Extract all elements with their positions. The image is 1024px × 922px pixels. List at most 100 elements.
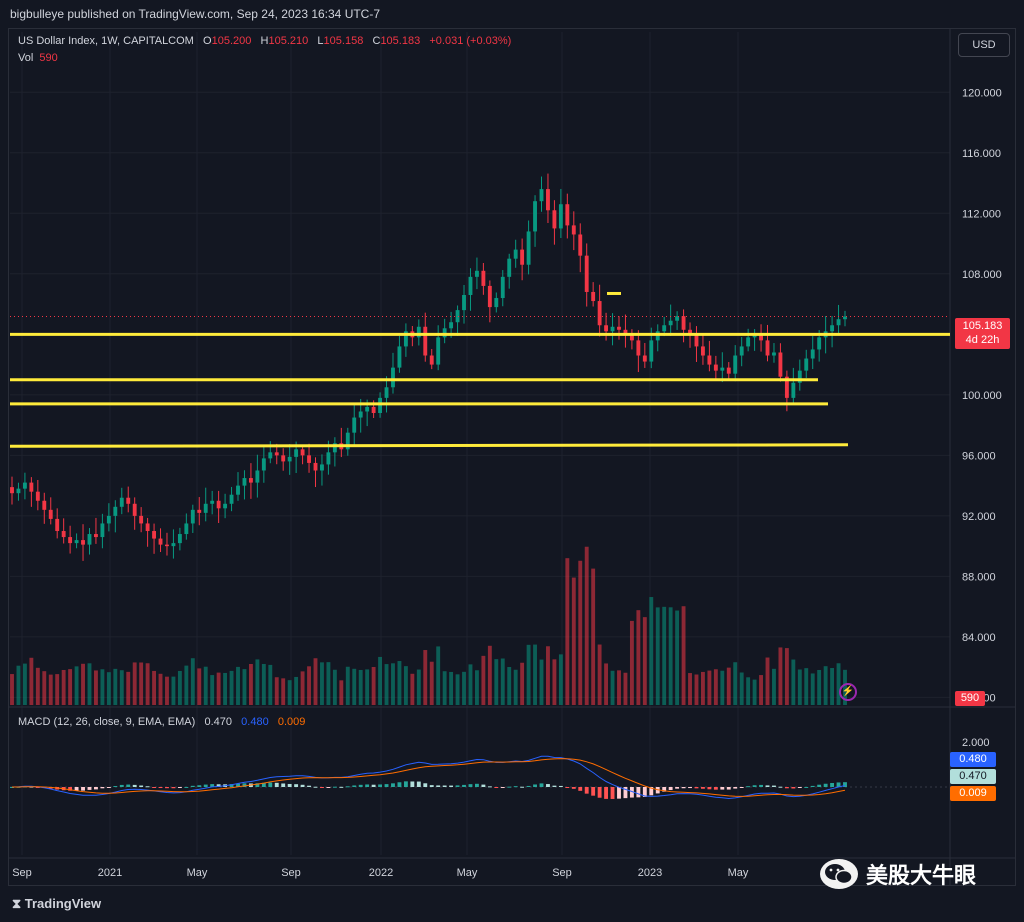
macd-histogram-bar [184,786,189,788]
open-label: O [203,35,212,47]
volume-bar [610,670,615,705]
candle-body [688,329,692,335]
candle-body [468,276,473,295]
macd-histogram-bar [429,785,434,787]
candle-body [352,417,357,433]
volume-bar [358,669,363,705]
macd-histogram-bar [688,787,692,789]
candle-body [784,376,789,398]
last-price: 105.183 [962,320,1003,332]
candle-body [126,497,131,504]
volume-bar [759,675,763,705]
tradingview-logo[interactable]: ⧗ TradingView [12,896,101,912]
candle-body [604,325,609,332]
volume-bar [294,676,299,705]
macd-histogram-bar [371,784,376,787]
volume-bar [558,654,563,705]
candle-body [139,515,144,524]
candle-body [843,316,847,320]
candle-body [739,346,744,356]
macd-histogram-bar [384,784,389,787]
candle-body [584,255,589,292]
macd-signal-value: 0.009 [277,716,306,728]
macd-histogram-bar [539,783,544,787]
volume-bar [823,666,828,705]
low-label: L [317,35,324,47]
volume-bar [462,671,466,705]
vol-label: Vol [18,52,34,64]
macd-histogram-bar [397,782,402,787]
candle-body [81,540,85,545]
candle-body [416,326,421,338]
volume-bar [681,606,686,705]
macd-histogram-bar [171,787,176,789]
candle-body [442,328,447,338]
macd-label: MACD (12, 26, close, 9, EMA, EMA) [18,716,196,728]
candle-body [830,325,835,332]
volume-bar [830,668,835,705]
macd-histogram-bar [152,787,156,788]
macd-histogram-bar [158,787,163,788]
wechat-icon-svg [825,864,853,885]
macd-histogram-bar [132,784,137,787]
candle-body [29,482,34,492]
volume-bar [507,667,512,705]
volume-bar [707,670,712,705]
macd-histogram-bar [35,787,40,788]
candle-body [171,543,176,547]
open-value: 105.200 [211,35,252,47]
time-tick-label: Sep [552,867,572,879]
macd-histogram-bar [662,787,667,792]
volume-bar [765,657,770,705]
candle-body [810,349,815,359]
volume-bar [591,568,596,705]
volume-bar [655,607,660,705]
macd-histogram-bar [274,782,279,787]
macd-histogram-bar [513,786,518,788]
macd-histogram-bar [784,787,789,789]
candle-body [397,346,402,368]
macd-histogram-bar [726,787,731,790]
close-value: 105.183 [380,35,421,47]
volume-bar [255,659,260,705]
lightning-icon[interactable]: ⚡ [839,683,857,701]
macd-histogram-bar [597,787,602,798]
candle-body [571,225,576,235]
candle-body [119,497,124,507]
candle-body [94,534,98,538]
macd-histogram-bar [836,782,841,787]
volume-bar [487,645,492,705]
volume-bar [119,670,124,705]
volume-bar [391,663,395,705]
candle-body [197,509,202,513]
volume-bar [784,648,789,705]
macd-histogram-bar [242,783,247,787]
volume-bar [184,665,189,705]
candle-body [184,523,189,535]
chart-frame[interactable] [8,28,1016,886]
volume-bar [636,610,641,705]
candle-body [526,231,531,265]
macd-histogram-bar [610,787,615,799]
macd-tag: 0.480 [950,752,996,767]
volume-bar [307,666,311,705]
macd-histogram-bar [804,786,809,788]
candle-body [255,470,260,483]
candle-body [655,331,660,341]
price-tick-label: 92.000 [962,511,996,523]
macd-histogram-bar [500,787,505,788]
macd-histogram-bar [468,784,473,787]
macd-histogram-bar [759,784,763,787]
volume-bar [455,674,460,705]
candle-body [701,346,705,356]
volume-bar [571,577,576,705]
volume-bar [720,670,725,705]
volume-bar [384,664,389,705]
candle-body [274,452,279,456]
currency-button[interactable]: USD [958,33,1010,57]
candle-body [326,452,331,465]
candle-body [617,326,621,330]
candle-body [474,270,479,277]
candle-body [100,523,105,538]
